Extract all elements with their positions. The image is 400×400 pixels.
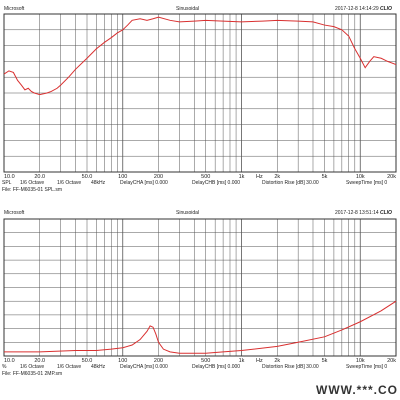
x-tick-label: 10.0 <box>4 174 15 180</box>
x-tick-label: 2k <box>274 174 280 180</box>
chart-header: Microsoft Sinusoidal 2017-12-8 13:51:14 … <box>0 208 400 218</box>
series-line <box>4 300 397 354</box>
footer-smoothing-2: 1/6 Octave <box>57 180 82 186</box>
footer-distortion: Distortion Rise [dB] 30.00 <box>262 180 319 186</box>
header-left: Microsoft <box>4 6 25 12</box>
x-tick-label: 10.0 <box>4 358 15 364</box>
footer-unit: % <box>2 364 7 370</box>
header-center: Sinusoidal <box>176 210 200 216</box>
header-center: Sinusoidal <box>176 6 200 12</box>
clio-logo: CLIO <box>380 6 392 12</box>
footer-delay-a: DelayCHA [ms] 0.000 <box>120 364 168 370</box>
footer-file: File: FF-M6035-01 2MP.sm <box>2 371 63 377</box>
x-tick-label: 200 <box>154 358 163 364</box>
chart-panel-distortion: Microsoft Sinusoidal 2017-12-8 13:51:14 … <box>0 208 400 396</box>
footer-distortion: Distortion Rise [dB] 30.00 <box>262 364 319 370</box>
header-left: Microsoft <box>4 210 25 216</box>
series-line <box>3 16 397 96</box>
x-tick-label: 2k <box>274 358 280 364</box>
plot-frame <box>3 218 397 357</box>
footer-delay-b: DelayCHB [ms] 0.000 <box>192 180 241 186</box>
x-tick-label: 100 <box>118 174 127 180</box>
x-tick-label: 500 <box>201 174 210 180</box>
x-tick-label: Hz <box>256 358 263 364</box>
chart-panel-spl: Microsoft Sinusoidal 2017-12-8 14:14:29 … <box>0 4 400 193</box>
footer-smoothing: 1/6 Octave <box>20 180 45 186</box>
footer-file: File: FF-M6035-01 SPL.sm <box>2 187 63 193</box>
x-tick-label: 5k <box>322 174 328 180</box>
footer-sweeptime: SweepTime [ms] 0 <box>346 364 388 370</box>
x-tick-label: 1k <box>239 174 245 180</box>
footer-smoothing: 1/6 Octave <box>20 364 45 370</box>
header-right: 2017-12-8 13:51:14 <box>335 210 379 216</box>
plot-frame <box>3 13 397 173</box>
watermark-text: WWW.***.CO <box>316 383 398 397</box>
x-tick-label: 200 <box>154 174 163 180</box>
x-tick-label: 10k <box>356 358 365 364</box>
header-right: 2017-12-8 14:14:29 <box>335 6 379 12</box>
footer-sweeptime: SweepTime [ms] 0 <box>346 180 388 186</box>
footer-samplerate: 48kHz <box>91 180 106 186</box>
x-tick-label: 20k <box>387 358 396 364</box>
x-tick-label: 5k <box>322 358 328 364</box>
clio-logo: CLIO <box>380 210 392 216</box>
x-tick-label: 20.0 <box>34 174 45 180</box>
footer-unit: SPL <box>2 180 12 186</box>
x-tick-label: 1k <box>239 358 245 364</box>
spl-plot: 10.0 20.0 50.0 100 200 500 1k Hz 2k 5k 10k 20k <box>3 13 397 180</box>
x-tick-label: Hz <box>256 174 263 180</box>
x-tick-label: 50.0 <box>82 358 93 364</box>
footer-delay-a: DelayCHA [ms] 0.000 <box>120 180 168 186</box>
footer-delay-b: DelayCHB [ms] 0.000 <box>192 364 241 370</box>
x-tick-label: 10k <box>356 174 365 180</box>
x-tick-label: 500 <box>201 358 210 364</box>
distortion-plot: 10.0 20.0 50.0 100 200 500 1k Hz 2k 5k 10k 20k <box>3 218 397 364</box>
x-tick-label: 100 <box>118 358 127 364</box>
x-tick-label: 50.0 <box>82 174 93 180</box>
footer-smoothing-2: 1/6 Octave <box>57 364 82 370</box>
footer-samplerate: 48kHz <box>91 364 106 370</box>
chart-header: Microsoft Sinusoidal 2017-12-8 14:14:29 … <box>0 4 400 14</box>
x-tick-label: 20.0 <box>34 358 45 364</box>
x-tick-label: 20k <box>387 174 396 180</box>
